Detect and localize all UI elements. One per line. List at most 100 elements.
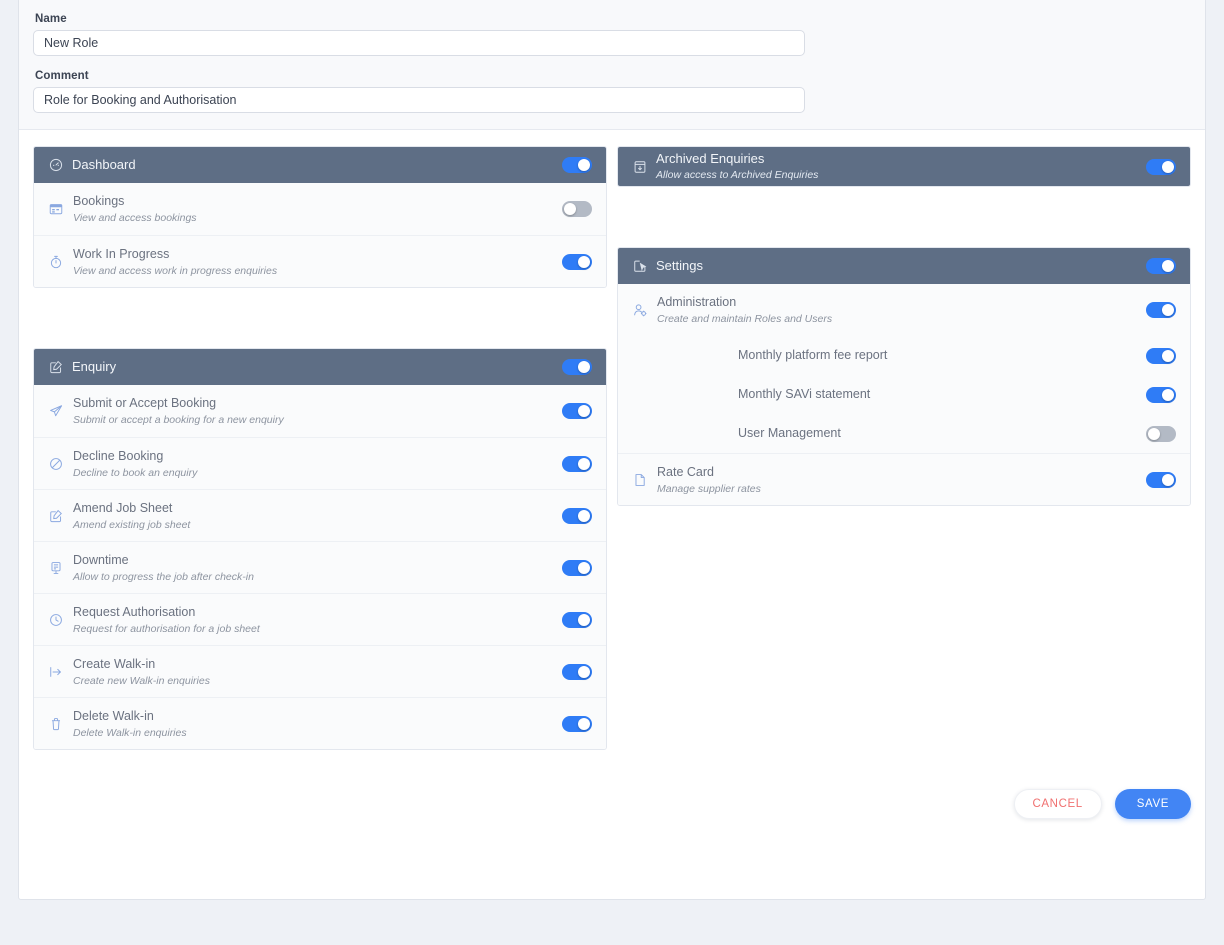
role-details-section: Name Comment bbox=[19, 0, 1205, 130]
card-archived-enquiries-subtitle: Allow access to Archived Enquiries bbox=[656, 169, 819, 181]
permission-toggle[interactable] bbox=[562, 663, 592, 680]
permission-row[interactable]: Amend Job Sheet Amend existing job sheet bbox=[34, 489, 606, 541]
permission-toggle[interactable] bbox=[1146, 471, 1176, 488]
card-archived-enquiries: Archived Enquiries Allow access to Archi… bbox=[617, 146, 1191, 187]
permissions-grid: Dashboard bbox=[33, 146, 1191, 750]
card-enquiry-body: Submit or Accept Booking Submit or accep… bbox=[34, 385, 606, 749]
permission-row[interactable]: Create Walk-in Create new Walk-in enquir… bbox=[34, 645, 606, 697]
permission-row[interactable]: Work In Progress View and access work in… bbox=[34, 235, 606, 287]
permission-toggle[interactable] bbox=[562, 715, 592, 732]
permission-title: Administration bbox=[657, 295, 737, 309]
permissions-right-column: Archived Enquiries Allow access to Archi… bbox=[617, 146, 1191, 750]
permission-row[interactable]: Administration Create and maintain Roles… bbox=[618, 284, 1190, 336]
card-dashboard-title: Dashboard bbox=[72, 157, 136, 172]
permission-toggle[interactable] bbox=[562, 201, 592, 217]
permission-subtitle: Create and maintain Roles and Users bbox=[657, 313, 833, 325]
permission-row[interactable]: Delete Walk-in Delete Walk-in enquiries bbox=[34, 697, 606, 749]
permission-toggle[interactable] bbox=[562, 455, 592, 472]
card-settings-header: Settings bbox=[618, 248, 1190, 284]
permission-subtitle: Request for authorisation for a job shee… bbox=[73, 622, 260, 635]
card-settings-title: Settings bbox=[656, 258, 703, 273]
permission-title: Bookings bbox=[73, 194, 125, 208]
permission-row[interactable]: Decline Booking Decline to book an enqui… bbox=[34, 437, 606, 489]
permission-title: Submit or Accept Booking bbox=[73, 396, 217, 410]
name-input[interactable] bbox=[33, 30, 805, 56]
permission-row-sub[interactable]: User Management bbox=[618, 414, 1190, 453]
stopwatch-icon bbox=[48, 254, 64, 270]
permission-title: Request Authorisation bbox=[73, 604, 196, 619]
archive-icon bbox=[632, 159, 648, 175]
card-enquiry-toggle[interactable] bbox=[562, 359, 592, 375]
card-dashboard-header: Dashboard bbox=[34, 147, 606, 183]
permission-subtitle: Delete Walk-in enquiries bbox=[73, 726, 187, 739]
gauge-icon bbox=[48, 157, 64, 173]
permission-title: Rate Card bbox=[657, 464, 714, 479]
permission-title: Create Walk-in bbox=[73, 656, 156, 671]
ban-icon bbox=[48, 456, 64, 472]
permission-title: Downtime bbox=[73, 552, 129, 567]
permission-toggle[interactable] bbox=[562, 611, 592, 628]
cancel-button[interactable]: CANCEL bbox=[1013, 789, 1102, 819]
name-field-block: Name bbox=[33, 13, 1191, 56]
permission-row[interactable]: Rate Card Manage supplier rates bbox=[618, 453, 1190, 505]
permission-title: Delete Walk-in bbox=[73, 708, 154, 723]
form-actions: CANCEL SAVE bbox=[19, 776, 1205, 832]
permission-title: Amend Job Sheet bbox=[73, 500, 173, 515]
card-enquiry: Enquiry bbox=[33, 348, 607, 750]
card-settings: Settings bbox=[617, 247, 1191, 506]
permission-toggle[interactable] bbox=[562, 403, 592, 419]
permission-toggle[interactable] bbox=[1146, 302, 1176, 318]
permission-title: Monthly platform fee report bbox=[738, 348, 888, 362]
file-icon bbox=[632, 472, 648, 488]
comment-label: Comment bbox=[35, 70, 89, 82]
permission-subtitle: Allow to progress the job after check-in bbox=[73, 570, 254, 583]
edit-square-icon bbox=[48, 508, 64, 524]
permission-subtitle: Submit or accept a booking for a new enq… bbox=[73, 414, 284, 426]
permission-toggle[interactable] bbox=[562, 507, 592, 524]
permission-row-sub[interactable]: Monthly SAVi statement bbox=[618, 375, 1190, 414]
comment-input[interactable] bbox=[33, 87, 805, 113]
permission-subtitle: View and access work in progress enquiri… bbox=[73, 264, 278, 277]
card-dashboard: Dashboard bbox=[33, 146, 607, 288]
card-settings-toggle[interactable] bbox=[1146, 258, 1176, 274]
permission-subtitle: Decline to book an enquiry bbox=[73, 466, 198, 479]
permission-row[interactable]: Bookings View and access bookings bbox=[34, 183, 606, 235]
permissions-section: Dashboard bbox=[19, 130, 1205, 750]
server-icon bbox=[48, 560, 64, 576]
permission-toggle[interactable] bbox=[1146, 425, 1176, 442]
card-settings-body: Administration Create and maintain Roles… bbox=[618, 284, 1190, 505]
card-archived-enquiries-title: Archived Enquiries bbox=[656, 151, 765, 166]
card-dashboard-body: Bookings View and access bookings bbox=[34, 183, 606, 287]
edit-square-icon bbox=[48, 359, 64, 375]
permission-row-sub[interactable]: Monthly platform fee report bbox=[618, 336, 1190, 375]
sign-in-icon bbox=[48, 664, 64, 680]
card-enquiry-header: Enquiry bbox=[34, 349, 606, 385]
permission-title: Decline Booking bbox=[73, 448, 164, 463]
name-label: Name bbox=[35, 13, 67, 25]
permission-toggle[interactable] bbox=[562, 559, 592, 576]
permission-row[interactable]: Submit or Accept Booking Submit or accep… bbox=[34, 385, 606, 437]
permission-subtitle: Amend existing job sheet bbox=[73, 518, 191, 531]
cursor-square-icon bbox=[632, 258, 648, 274]
permission-toggle[interactable] bbox=[1146, 347, 1176, 364]
permission-toggle[interactable] bbox=[562, 253, 592, 270]
permission-title: User Management bbox=[738, 426, 841, 440]
permissions-left-column: Dashboard bbox=[33, 146, 607, 750]
card-archived-enquiries-header: Archived Enquiries Allow access to Archi… bbox=[618, 147, 1190, 186]
permission-row[interactable]: Downtime Allow to progress the job after… bbox=[34, 541, 606, 593]
permission-title: Work In Progress bbox=[73, 246, 170, 261]
comment-field-block: Comment bbox=[33, 70, 1191, 113]
card-archived-enquiries-toggle[interactable] bbox=[1146, 158, 1176, 175]
card-dashboard-toggle[interactable] bbox=[562, 157, 592, 173]
paper-plane-icon bbox=[48, 403, 64, 419]
permission-subtitle: View and access bookings bbox=[73, 212, 197, 224]
save-button[interactable]: SAVE bbox=[1114, 789, 1191, 819]
trash-icon bbox=[48, 716, 64, 732]
permission-row[interactable]: Request Authorisation Request for author… bbox=[34, 593, 606, 645]
permission-toggle[interactable] bbox=[1146, 386, 1176, 403]
permission-title: Monthly SAVi statement bbox=[738, 387, 871, 401]
card-enquiry-title: Enquiry bbox=[72, 359, 117, 374]
role-editor-panel: Name Comment bbox=[18, 0, 1206, 900]
user-gear-icon bbox=[632, 302, 648, 318]
